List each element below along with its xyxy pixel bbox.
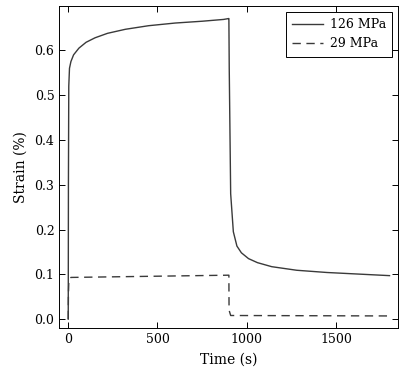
Y-axis label: Strain (%): Strain (%)	[14, 131, 27, 203]
X-axis label: Time (s): Time (s)	[200, 353, 258, 367]
Legend: 126 MPa, 29 MPa: 126 MPa, 29 MPa	[286, 12, 392, 57]
